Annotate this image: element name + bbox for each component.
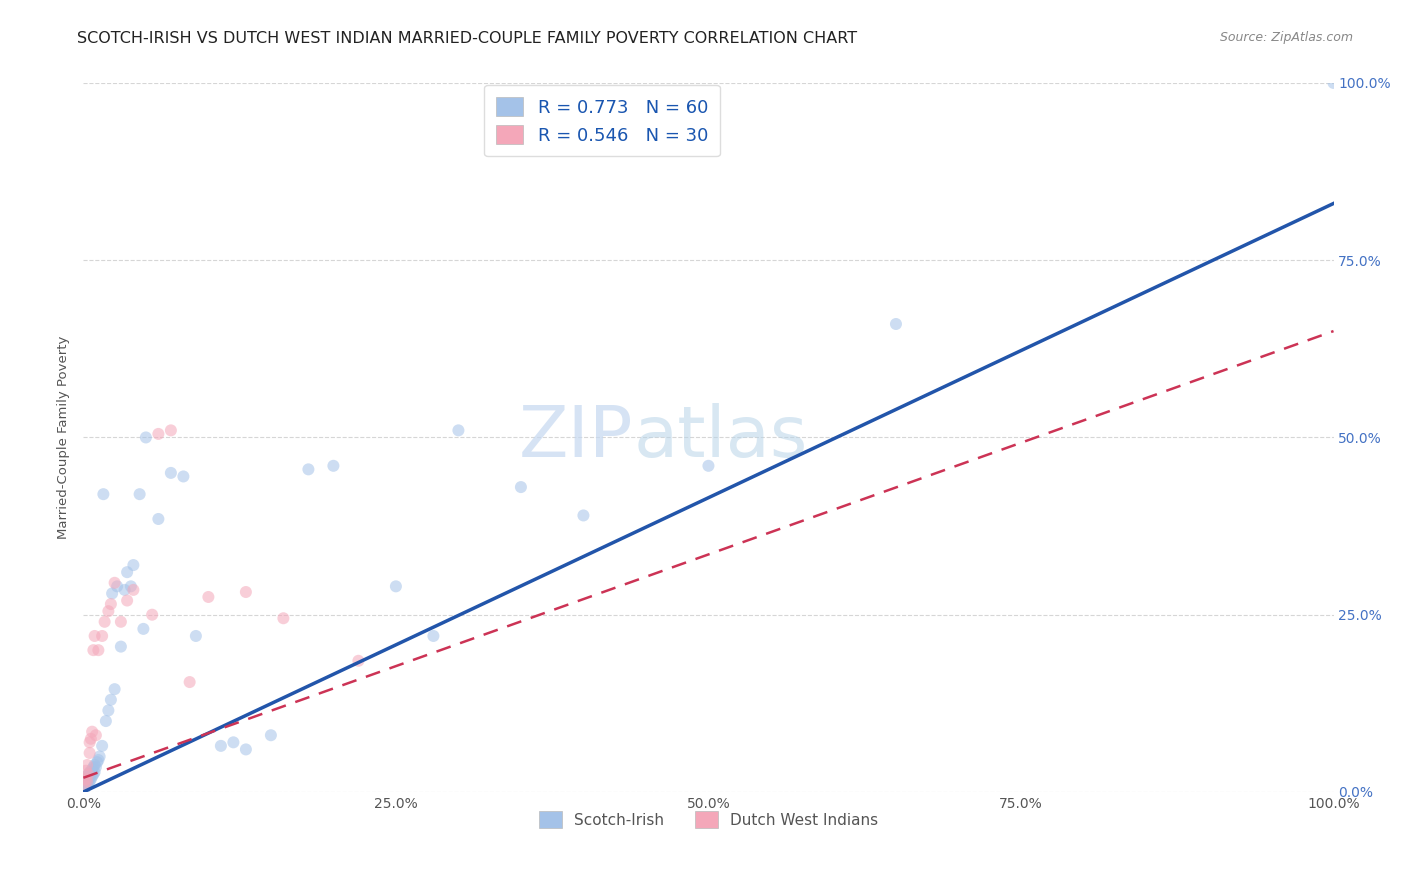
Point	[884, 317, 907, 331]
Point	[73, 781, 96, 796]
Point	[82, 760, 104, 774]
Point	[77, 776, 100, 790]
Point	[87, 753, 110, 767]
Point	[86, 755, 108, 769]
Point	[94, 714, 117, 728]
Point	[80, 731, 103, 746]
Point	[135, 430, 157, 444]
Point	[148, 426, 170, 441]
Point	[132, 622, 155, 636]
Point	[260, 728, 283, 742]
Point	[82, 767, 104, 781]
Point	[76, 769, 98, 783]
Point	[79, 735, 101, 749]
Point	[122, 558, 145, 572]
Point	[80, 767, 103, 781]
Point	[347, 654, 370, 668]
Point	[101, 586, 124, 600]
Point	[91, 739, 114, 753]
Point	[82, 724, 104, 739]
Y-axis label: Married-Couple Family Poverty: Married-Couple Family Poverty	[58, 335, 70, 539]
Point	[297, 462, 319, 476]
Point	[82, 762, 104, 776]
Point	[77, 767, 100, 781]
Point	[209, 739, 232, 753]
Point	[84, 728, 107, 742]
Point	[110, 640, 132, 654]
Point	[422, 629, 444, 643]
Point	[235, 585, 257, 599]
Point	[75, 772, 97, 787]
Point	[322, 458, 344, 473]
Point	[75, 764, 97, 778]
Point	[1322, 76, 1344, 90]
Point	[572, 508, 595, 523]
Point	[172, 469, 194, 483]
Point	[697, 458, 720, 473]
Point	[120, 579, 142, 593]
Text: Source: ZipAtlas.com: Source: ZipAtlas.com	[1219, 31, 1353, 45]
Point	[83, 629, 105, 643]
Point	[76, 758, 98, 772]
Point	[100, 693, 122, 707]
Point	[104, 575, 127, 590]
Text: ZIP: ZIP	[519, 403, 634, 472]
Point	[148, 512, 170, 526]
Point	[76, 774, 98, 789]
Point	[79, 746, 101, 760]
Point	[447, 423, 470, 437]
Point	[76, 774, 98, 789]
Point	[93, 487, 115, 501]
Point	[273, 611, 295, 625]
Point	[83, 758, 105, 772]
Point	[82, 643, 104, 657]
Text: SCOTCH-IRISH VS DUTCH WEST INDIAN MARRIED-COUPLE FAMILY POVERTY CORRELATION CHAR: SCOTCH-IRISH VS DUTCH WEST INDIAN MARRIE…	[77, 31, 858, 46]
Point	[76, 778, 98, 792]
Point	[87, 643, 110, 657]
Text: atlas: atlas	[634, 403, 808, 472]
Point	[510, 480, 533, 494]
Point	[75, 772, 97, 787]
Point	[115, 565, 138, 579]
Point	[77, 772, 100, 787]
Point	[160, 466, 183, 480]
Point	[115, 593, 138, 607]
Point	[100, 597, 122, 611]
Point	[93, 615, 115, 629]
Point	[89, 749, 111, 764]
Point	[97, 703, 120, 717]
Point	[128, 487, 150, 501]
Point	[75, 776, 97, 790]
Point	[122, 582, 145, 597]
Point	[105, 579, 128, 593]
Legend: Scotch-Irish, Dutch West Indians: Scotch-Irish, Dutch West Indians	[533, 805, 884, 834]
Point	[385, 579, 408, 593]
Point	[75, 779, 97, 793]
Point	[114, 582, 136, 597]
Point	[77, 767, 100, 781]
Point	[110, 615, 132, 629]
Point	[79, 774, 101, 789]
Point	[97, 604, 120, 618]
Point	[79, 765, 101, 780]
Point	[104, 682, 127, 697]
Point	[235, 742, 257, 756]
Point	[160, 423, 183, 437]
Point	[84, 760, 107, 774]
Point	[184, 629, 207, 643]
Point	[197, 590, 219, 604]
Point	[91, 629, 114, 643]
Point	[79, 771, 101, 785]
Point	[80, 772, 103, 787]
Point	[141, 607, 163, 622]
Point	[179, 675, 201, 690]
Point	[83, 765, 105, 780]
Point	[222, 735, 245, 749]
Point	[73, 778, 96, 792]
Point	[73, 778, 96, 792]
Point	[82, 769, 104, 783]
